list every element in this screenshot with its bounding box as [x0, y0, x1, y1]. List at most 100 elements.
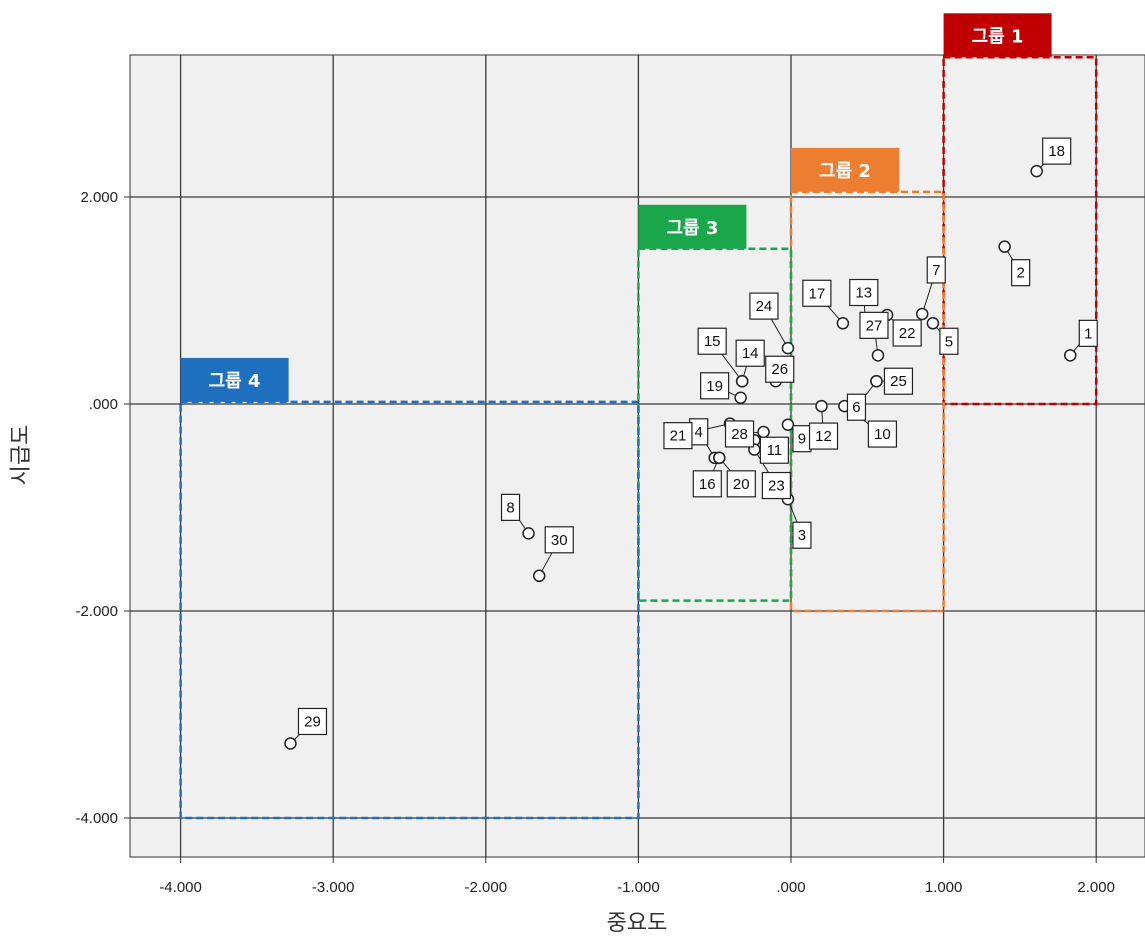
point-label: 12 — [815, 428, 832, 445]
point-label-box — [802, 279, 832, 307]
x-tick-label: 2.000 — [1077, 879, 1115, 896]
point-label-box — [692, 470, 722, 498]
point-label-box — [735, 339, 765, 367]
point-label: 26 — [771, 361, 788, 378]
point-label: 6 — [852, 399, 860, 416]
point-label-box — [859, 311, 889, 339]
y-tick-label: .000 — [89, 396, 118, 413]
x-tick-label: -2.000 — [465, 879, 508, 896]
point-label-box — [1078, 319, 1098, 347]
point-label-box — [726, 470, 756, 498]
x-tick-label: -4.000 — [159, 879, 202, 896]
point-label: 24 — [756, 298, 773, 315]
data-point — [1030, 164, 1043, 178]
data-point — [522, 527, 535, 540]
point-label: 13 — [855, 285, 872, 302]
point-label-box — [765, 355, 795, 383]
group-box — [179, 400, 640, 820]
data-point — [1064, 349, 1077, 362]
data-point — [815, 399, 828, 413]
data-point — [781, 418, 795, 431]
point-label: 4 — [695, 424, 703, 441]
point-label: 9 — [798, 431, 806, 448]
tick-labels: -4.000 -3.000 -2.000 -1.000.000 1.000 2.000-4… — [75, 189, 1115, 896]
point-label-box — [939, 327, 959, 355]
point-label-box — [761, 471, 791, 500]
data-point — [713, 451, 726, 465]
group-tag-label: 그룹 2 — [819, 161, 871, 182]
point-label: 8 — [506, 499, 514, 516]
point-label-box — [808, 422, 839, 450]
point-label-box — [883, 367, 914, 395]
point-label-box — [697, 327, 727, 355]
group-boxes: 그룹 1 그룹 2 그룹 3 그룹 4 — [179, 13, 1098, 820]
point-label: 28 — [731, 426, 748, 443]
point-label: 10 — [874, 426, 891, 443]
data-point — [284, 737, 297, 750]
group-tag-label: 그룹 1 — [972, 26, 1024, 47]
x-tick-label: 1.000 — [925, 879, 963, 896]
point-label-box — [892, 319, 922, 347]
data-point — [532, 569, 546, 583]
data-point — [998, 240, 1011, 253]
point-label-box — [846, 393, 867, 421]
point-label: 25 — [890, 373, 907, 390]
x-tick-label: .000 — [776, 879, 805, 896]
point-label: 29 — [304, 713, 321, 730]
group-tag-label: 그룹 4 — [209, 371, 261, 392]
point-label: 21 — [670, 428, 687, 445]
point-label-box — [849, 278, 879, 307]
point-label: 17 — [809, 285, 826, 302]
point-label: 14 — [742, 345, 759, 362]
point-label-box — [926, 256, 946, 284]
point-label: 5 — [945, 333, 953, 350]
point-label: 27 — [866, 317, 883, 334]
point-label-box — [759, 436, 789, 464]
group-tag-label: 그룹 3 — [666, 218, 718, 239]
point-label: 19 — [706, 378, 723, 395]
point-label-box — [297, 707, 328, 736]
point-label: 22 — [899, 325, 916, 342]
y-tick-label: 2.000 — [80, 189, 118, 206]
point-label-box — [663, 422, 693, 450]
point-label-box — [544, 526, 574, 554]
point-label: 7 — [932, 262, 940, 279]
x-tick-label: -1.000 — [617, 879, 660, 896]
point-label-box — [1011, 259, 1031, 287]
data-point — [870, 374, 883, 388]
data-point — [871, 349, 885, 362]
point-label-box — [1042, 137, 1072, 165]
point-label-box — [749, 292, 779, 320]
data-point — [915, 307, 929, 321]
point-label: 20 — [733, 476, 750, 493]
x-tick-label: -3.000 — [312, 879, 355, 896]
y-axis-title: 시급도 — [9, 425, 34, 486]
point-label: 18 — [1048, 143, 1065, 160]
group-tag — [791, 147, 899, 192]
point-label-box — [700, 372, 730, 400]
group-tag — [180, 357, 289, 402]
point-label: 11 — [767, 442, 783, 459]
group-tag — [943, 13, 1052, 58]
point-label-box — [724, 420, 755, 448]
y-tick-label: -4.000 — [75, 810, 118, 827]
point-label: 2 — [1016, 265, 1024, 282]
point-label: 1 — [1084, 325, 1092, 342]
x-axis-title: 중요도 — [607, 911, 668, 936]
point-label: 30 — [551, 532, 568, 549]
data-point — [734, 391, 747, 405]
data-point — [926, 317, 940, 330]
data-point — [781, 341, 795, 355]
y-tick-label: -2.000 — [75, 603, 118, 620]
point-label-box — [792, 521, 812, 549]
point-label: 3 — [798, 527, 806, 544]
point-label: 15 — [704, 333, 721, 350]
point-label-box — [867, 420, 898, 448]
data-point — [735, 374, 749, 388]
point-label: 16 — [699, 476, 716, 493]
group-tag — [638, 204, 747, 249]
data-point — [757, 425, 770, 439]
point-label: 23 — [768, 478, 785, 495]
